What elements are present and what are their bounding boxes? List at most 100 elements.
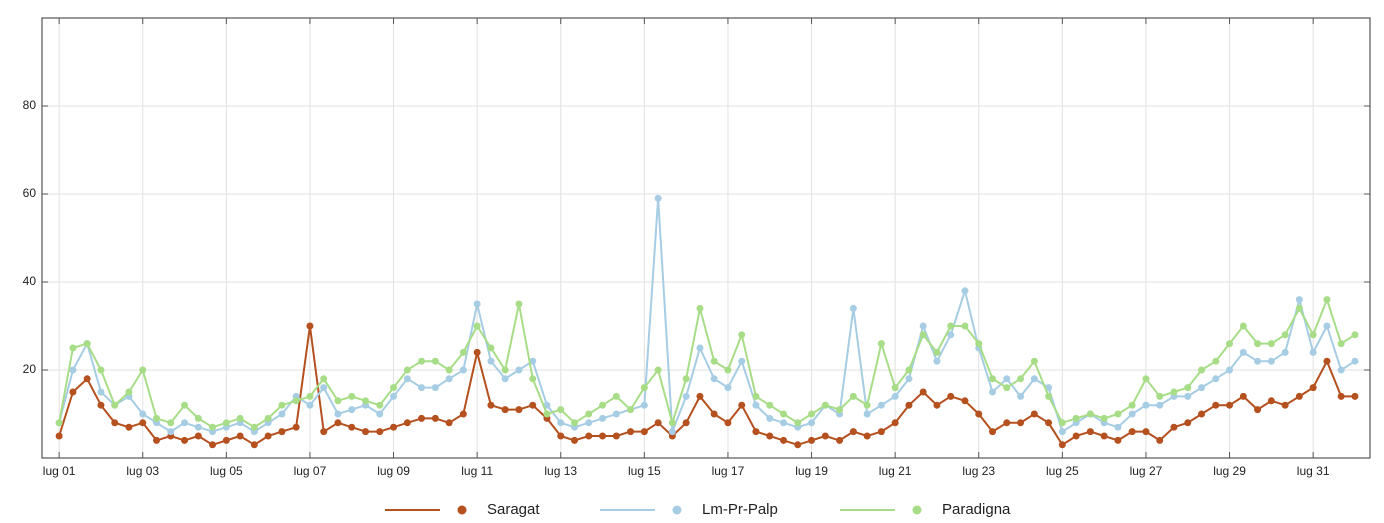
data-point	[543, 401, 551, 409]
data-point	[125, 388, 133, 396]
x-tick-label: lug 29	[1213, 464, 1246, 478]
data-point	[627, 406, 635, 414]
data-point	[1142, 375, 1150, 383]
data-point	[752, 428, 760, 436]
x-tick-label: lug 01	[43, 464, 76, 478]
data-point	[585, 432, 593, 440]
data-point	[1309, 331, 1317, 339]
data-point	[501, 366, 509, 374]
data-point	[222, 419, 230, 427]
data-point	[501, 375, 509, 383]
y-tick-label: 80	[23, 98, 37, 112]
data-point	[181, 401, 189, 409]
data-point	[1156, 436, 1164, 444]
data-point	[710, 410, 718, 418]
data-point	[111, 419, 119, 427]
data-point	[1072, 432, 1080, 440]
data-point	[1030, 375, 1038, 383]
legend-label: Paradigna	[942, 501, 1011, 518]
y-tick-label: 40	[23, 274, 37, 288]
data-point	[1337, 340, 1345, 348]
data-point	[445, 366, 453, 374]
data-point	[278, 410, 286, 418]
data-point	[529, 375, 537, 383]
data-point	[1156, 401, 1164, 409]
data-point	[1128, 401, 1136, 409]
data-point	[69, 344, 77, 352]
data-point	[933, 348, 941, 356]
data-point	[1017, 392, 1025, 400]
data-point	[654, 194, 662, 202]
data-point	[194, 423, 202, 431]
legend-item: Paradigna	[840, 501, 1011, 518]
data-point	[1267, 397, 1275, 405]
data-point	[1323, 357, 1331, 365]
data-point	[919, 331, 927, 339]
data-point	[780, 436, 788, 444]
data-point	[808, 410, 816, 418]
data-point	[780, 419, 788, 427]
data-point	[320, 384, 328, 392]
data-point	[515, 300, 523, 308]
data-point	[236, 432, 244, 440]
data-point	[222, 436, 230, 444]
data-point	[1114, 423, 1122, 431]
data-point	[891, 392, 899, 400]
data-point	[1198, 410, 1206, 418]
data-point	[877, 428, 885, 436]
data-point	[1017, 375, 1025, 383]
data-point	[766, 432, 774, 440]
data-point	[668, 428, 676, 436]
data-point	[501, 406, 509, 414]
data-point	[1058, 419, 1066, 427]
data-point	[194, 414, 202, 422]
data-point	[1030, 410, 1038, 418]
data-point	[459, 410, 467, 418]
data-point	[1045, 392, 1053, 400]
data-point	[1114, 410, 1122, 418]
legend-label: Lm-Pr-Palp	[702, 501, 778, 518]
data-point	[682, 419, 690, 427]
data-point	[724, 384, 732, 392]
data-point	[766, 401, 774, 409]
data-point	[1058, 441, 1066, 449]
data-point	[752, 392, 760, 400]
data-point	[612, 392, 620, 400]
data-point	[696, 344, 704, 352]
data-point	[111, 401, 119, 409]
data-point	[83, 340, 91, 348]
data-point	[181, 419, 189, 427]
data-point	[1142, 428, 1150, 436]
data-point	[947, 322, 955, 330]
data-point	[1323, 322, 1331, 330]
data-point	[919, 322, 927, 330]
data-point	[905, 375, 913, 383]
data-point	[1281, 348, 1289, 356]
data-point	[250, 441, 258, 449]
data-point	[1114, 436, 1122, 444]
data-point	[585, 419, 593, 427]
data-point	[849, 304, 857, 312]
data-point	[362, 428, 370, 436]
data-point	[738, 331, 746, 339]
data-point	[348, 423, 356, 431]
data-point	[989, 375, 997, 383]
data-point	[83, 375, 91, 383]
data-point	[459, 348, 467, 356]
data-point	[821, 432, 829, 440]
data-point	[306, 322, 314, 330]
data-point	[905, 401, 913, 409]
data-point	[139, 419, 147, 427]
data-point	[1267, 340, 1275, 348]
data-point	[473, 300, 481, 308]
data-point	[1128, 410, 1136, 418]
data-point	[209, 441, 217, 449]
data-point	[250, 423, 258, 431]
data-point	[236, 414, 244, 422]
data-point	[1281, 331, 1289, 339]
data-point	[794, 419, 802, 427]
data-point	[390, 384, 398, 392]
data-point	[97, 401, 105, 409]
x-tick-label: lug 21	[879, 464, 912, 478]
series-line	[58, 298, 1356, 429]
